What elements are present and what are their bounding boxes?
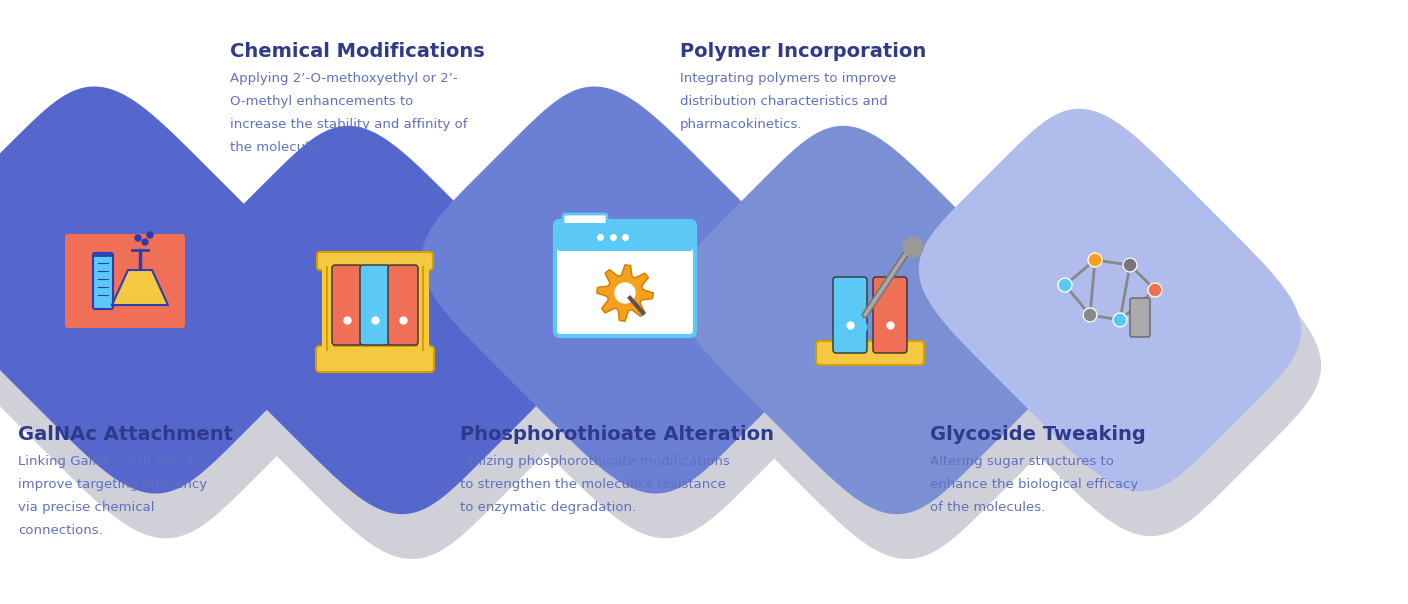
Circle shape [1112, 313, 1126, 327]
Circle shape [142, 239, 148, 245]
FancyBboxPatch shape [360, 265, 390, 345]
Text: Applying 2’-O-methoxyethyl or 2’-
O-methyl enhancements to
increase the stabilit: Applying 2’-O-methoxyethyl or 2’- O-meth… [230, 72, 467, 154]
Polygon shape [597, 265, 653, 321]
Circle shape [903, 237, 924, 257]
Circle shape [1148, 283, 1162, 297]
Text: Linking GalNAc with ASO to
improve targeting efficiency
via precise chemical
con: Linking GalNAc with ASO to improve targe… [18, 455, 207, 537]
Circle shape [1083, 308, 1097, 322]
Polygon shape [676, 126, 1064, 514]
Polygon shape [113, 270, 168, 305]
FancyBboxPatch shape [315, 346, 434, 372]
Polygon shape [919, 109, 1301, 491]
FancyBboxPatch shape [1131, 298, 1150, 337]
FancyBboxPatch shape [332, 265, 362, 345]
Circle shape [1057, 278, 1071, 292]
Polygon shape [0, 86, 328, 493]
Polygon shape [676, 151, 1084, 559]
FancyBboxPatch shape [555, 221, 696, 336]
FancyBboxPatch shape [817, 341, 924, 365]
FancyBboxPatch shape [389, 265, 418, 345]
FancyBboxPatch shape [65, 234, 184, 328]
Polygon shape [182, 151, 589, 559]
Circle shape [135, 235, 141, 241]
Polygon shape [919, 134, 1321, 536]
Polygon shape [421, 112, 849, 538]
Text: GalNAc Attachment: GalNAc Attachment [18, 425, 232, 444]
Circle shape [1124, 258, 1138, 272]
Circle shape [857, 322, 867, 332]
Polygon shape [0, 112, 348, 538]
Text: Altering sugar structures to
enhance the biological efficacy
of the molecules.: Altering sugar structures to enhance the… [931, 455, 1138, 514]
FancyBboxPatch shape [834, 277, 867, 353]
Circle shape [146, 232, 153, 238]
Text: Utilizing phosphorothioate modifications
to strengthen the molecule’s resistance: Utilizing phosphorothioate modifications… [460, 455, 729, 514]
Text: Glycoside Tweaking: Glycoside Tweaking [931, 425, 1146, 444]
Text: Chemical Modifications: Chemical Modifications [230, 42, 484, 61]
Polygon shape [421, 86, 828, 493]
FancyBboxPatch shape [873, 277, 907, 353]
FancyBboxPatch shape [563, 214, 607, 232]
Text: Integrating polymers to improve
distribution characteristics and
pharmacokinetic: Integrating polymers to improve distribu… [680, 72, 897, 131]
Polygon shape [180, 126, 569, 514]
FancyBboxPatch shape [317, 252, 434, 270]
FancyBboxPatch shape [558, 223, 693, 251]
FancyBboxPatch shape [93, 253, 113, 309]
Circle shape [615, 283, 635, 303]
Text: Polymer Incorporation: Polymer Incorporation [680, 42, 926, 61]
Text: Phosphorothioate Alteration: Phosphorothioate Alteration [460, 425, 774, 444]
Circle shape [1088, 253, 1102, 267]
